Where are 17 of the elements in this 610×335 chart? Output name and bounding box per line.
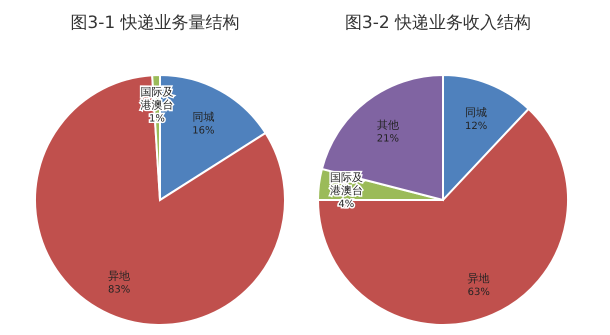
slice-label: 国际及 xyxy=(140,86,174,99)
data-label: 4% xyxy=(338,198,354,210)
data-label: 21% xyxy=(376,133,399,144)
slice-label: 异地 xyxy=(468,272,490,286)
data-label: 12% xyxy=(465,120,488,132)
data-label: 83% xyxy=(108,284,130,296)
slice-label: 同城 xyxy=(465,106,488,119)
chart-title: 图3-1 快递业务量结构 xyxy=(70,13,240,33)
slice-label: 同城 xyxy=(192,110,214,124)
data-label: 16% xyxy=(192,126,214,137)
data-label: 63% xyxy=(468,287,490,298)
data-label: 1% xyxy=(149,114,165,125)
slice-label: 其他 xyxy=(376,118,399,132)
slice-label: 异地 xyxy=(108,270,130,283)
slice-label: 港澳台 xyxy=(140,98,174,112)
chart-title: 图3-2 快递业务收入结构 xyxy=(344,13,532,33)
slice-label: 港澳台 xyxy=(330,184,363,197)
